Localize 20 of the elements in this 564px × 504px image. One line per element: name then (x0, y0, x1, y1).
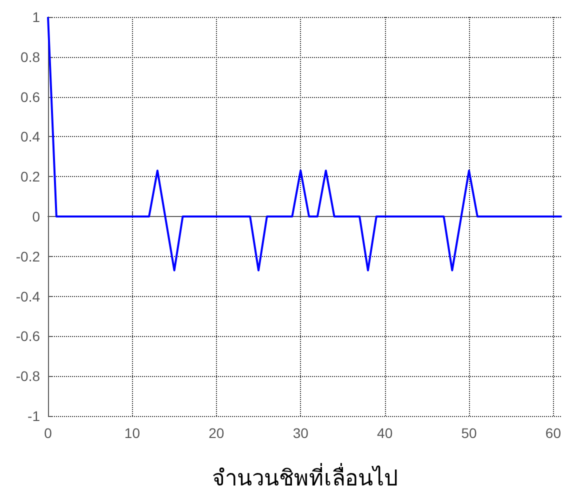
y-tick-label: 0.8 (20, 48, 40, 65)
y-tick-label: -0.4 (16, 288, 40, 304)
y-tick-label: 0.4 (20, 128, 40, 145)
y-tick-label: -0.8 (16, 368, 40, 384)
y-tick-label: 0.6 (20, 88, 40, 105)
x-tick-label: 30 (292, 425, 309, 441)
x-tick-label: 10 (124, 425, 140, 441)
x-tick-label: 60 (545, 425, 562, 441)
x-tick-label: 20 (208, 425, 224, 441)
x-tick-label: 50 (461, 425, 478, 441)
x-tick-label: 0 (44, 425, 52, 441)
y-tick-label: -1 (28, 408, 40, 424)
y-tick-label: 0.2 (20, 168, 40, 185)
x-axis-title: จำนวนชิพที่เลื่อนไป (212, 462, 398, 492)
y-tick-label: 0 (32, 208, 40, 224)
y-tick-label: 1 (32, 9, 40, 25)
y-tick-label: -0.6 (16, 328, 40, 344)
y-tick-label: -0.2 (16, 248, 40, 264)
x-tick-label: 40 (377, 425, 393, 441)
line-series (47, 16, 563, 272)
